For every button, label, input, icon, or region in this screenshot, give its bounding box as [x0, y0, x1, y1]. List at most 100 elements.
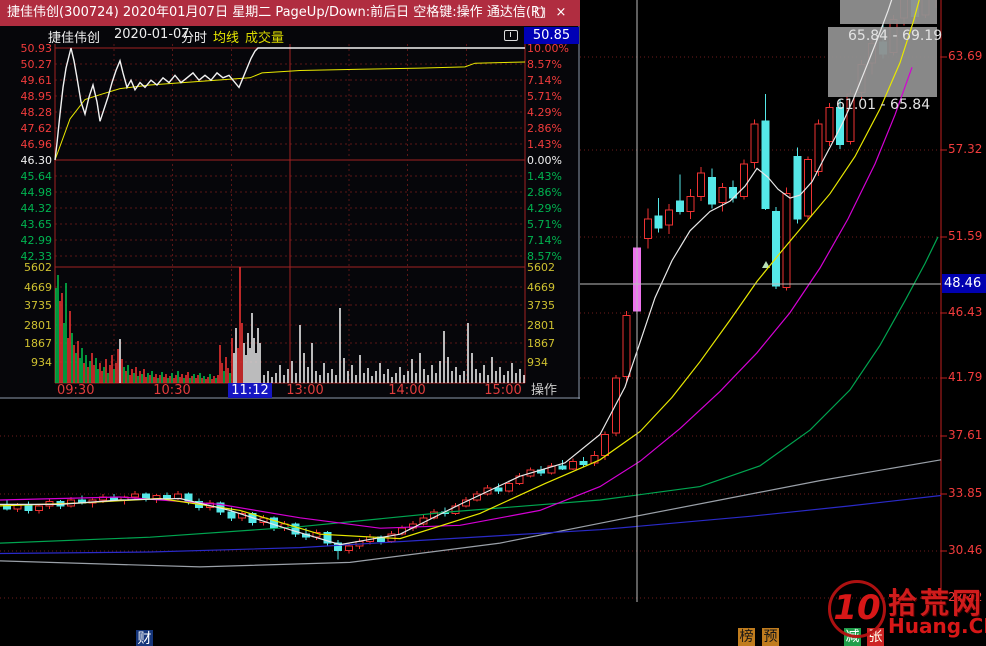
intraday-volume-bar — [231, 338, 233, 383]
candle-body — [131, 493, 140, 498]
intraday-volume-bar — [123, 367, 125, 383]
intraday-volume-bar — [383, 374, 385, 383]
intraday-volume-bar — [239, 267, 241, 383]
intraday-volume-bar — [69, 311, 71, 383]
intraday-volume-bar — [387, 369, 389, 383]
inset-left-axis-label: 44.32 — [20, 202, 53, 215]
intraday-volume-bar — [179, 377, 181, 383]
watermark-site-name: 拾荒网 — [888, 586, 985, 620]
intraday-volume-bar — [105, 359, 107, 383]
candle-body — [814, 123, 823, 172]
window-restore-icon[interactable] — [504, 30, 518, 41]
price-axis-label: 41.79 — [948, 370, 983, 384]
intraday-volume-bar — [199, 373, 201, 383]
price-axis-label: 57.32 — [948, 142, 983, 156]
intraday-volume-bar — [225, 357, 227, 383]
candle-body — [643, 218, 652, 239]
candle-body — [451, 505, 460, 514]
intraday-volume-bar — [259, 343, 261, 383]
intraday-volume-bar — [251, 313, 253, 383]
candle-body — [750, 123, 759, 163]
intraday-volume-bar — [127, 365, 129, 383]
intraday-volume-bar — [93, 365, 95, 383]
inset-right-axis-label: 5602 — [527, 261, 555, 274]
intraday-volume-bar — [463, 371, 465, 383]
inset-left-axis-label: 49.61 — [20, 74, 53, 87]
intraday-volume-bar — [135, 367, 137, 383]
intraday-volume-bar — [181, 374, 183, 383]
inset-right-axis-label: 3735 — [527, 299, 555, 312]
maximize-icon[interactable]: □ — [533, 5, 547, 20]
inset-left-axis-label: 3735 — [24, 299, 52, 312]
mode-label: 分时 — [181, 31, 208, 46]
intraday-volume-bar — [347, 371, 349, 383]
intraday-volume-bar — [455, 367, 457, 383]
intraday-volume-bar — [229, 373, 231, 383]
intraday-volume-bar — [131, 369, 133, 383]
ma-line-magenta — [0, 67, 913, 529]
intraday-volume-bar — [197, 375, 199, 383]
intraday-volume-bar — [351, 365, 353, 383]
close-icon[interactable]: × — [555, 5, 567, 20]
inset-right-axis-label: 1.43% — [527, 138, 562, 151]
intraday-volume-bar — [183, 378, 185, 383]
intraday-volume-bar — [163, 377, 165, 383]
intraday-volume-bar — [331, 369, 333, 383]
intraday-volume-bar — [119, 339, 121, 383]
intraday-volume-bar — [99, 363, 101, 383]
intraday-volume-bar — [217, 375, 219, 383]
intraday-volume-bar — [299, 325, 301, 383]
intraday-volume-bar — [61, 293, 63, 383]
intraday-volume-bar — [111, 355, 113, 383]
inset-left-axis-label: 5602 — [24, 261, 52, 274]
intraday-volume-bar — [125, 371, 127, 383]
time-label-1400: 14:00 — [388, 383, 426, 398]
intraday-volume-bar — [237, 348, 239, 383]
intraday-volume-bar — [343, 358, 345, 383]
watermark-domain: Huang.CN — [888, 614, 986, 638]
crosshair-price-readout: 48.46 — [942, 274, 986, 293]
inset-left-axis-label: 47.62 — [20, 122, 53, 135]
intraday-volume-bar — [241, 323, 243, 383]
intraday-volume-bar — [427, 375, 429, 383]
candle-body — [601, 434, 610, 456]
intraday-volume-bar — [107, 373, 109, 383]
intraday-volume-bar — [191, 376, 193, 383]
action-button[interactable]: 操作 — [531, 383, 558, 398]
avg-line-label: 均线 — [213, 31, 240, 46]
candle-body — [141, 493, 150, 499]
intraday-window-titlebar[interactable]: 捷佳伟创(300724) 2020年01月07日 星期二 PageUp/Down… — [0, 0, 580, 26]
intraday-volume-bar — [253, 338, 255, 383]
intraday-volume-bar — [219, 345, 221, 383]
intraday-volume-bar — [307, 367, 309, 383]
intraday-volume-bar — [57, 275, 59, 383]
time-label-1500: 15:00 — [484, 383, 522, 398]
candle-body — [344, 545, 353, 552]
intraday-volume-bar — [75, 353, 77, 383]
candle-body — [334, 542, 343, 552]
inset-right-axis-label: 1.43% — [527, 170, 562, 183]
intraday-volume-bar — [103, 367, 105, 383]
intraday-volume-bar — [515, 373, 517, 383]
intraday-volume-bar — [303, 353, 305, 383]
intraday-volume-bar — [371, 376, 373, 383]
intraday-volume-bar — [213, 376, 215, 383]
candle-body — [323, 532, 332, 544]
intraday-volume-bar — [173, 378, 175, 383]
intraday-volume-bar — [95, 358, 97, 383]
intraday-volume-bar — [363, 373, 365, 383]
intraday-volume-bar — [287, 369, 289, 383]
inset-left-axis-label: 42.33 — [20, 250, 53, 263]
inset-right-axis-label: 2.86% — [527, 186, 562, 199]
intraday-volume-bar — [407, 371, 409, 383]
inset-left-axis-label: 43.65 — [20, 218, 53, 231]
inset-right-axis-label: 5.71% — [527, 218, 562, 231]
intraday-volume-bar — [77, 341, 79, 383]
intraday-volume-bar — [507, 371, 509, 383]
intraday-volume-bar — [65, 283, 67, 383]
intraday-volume-bar — [81, 348, 83, 383]
intraday-volume-bar — [67, 338, 69, 383]
stock-name: 捷佳伟创 — [48, 31, 101, 46]
